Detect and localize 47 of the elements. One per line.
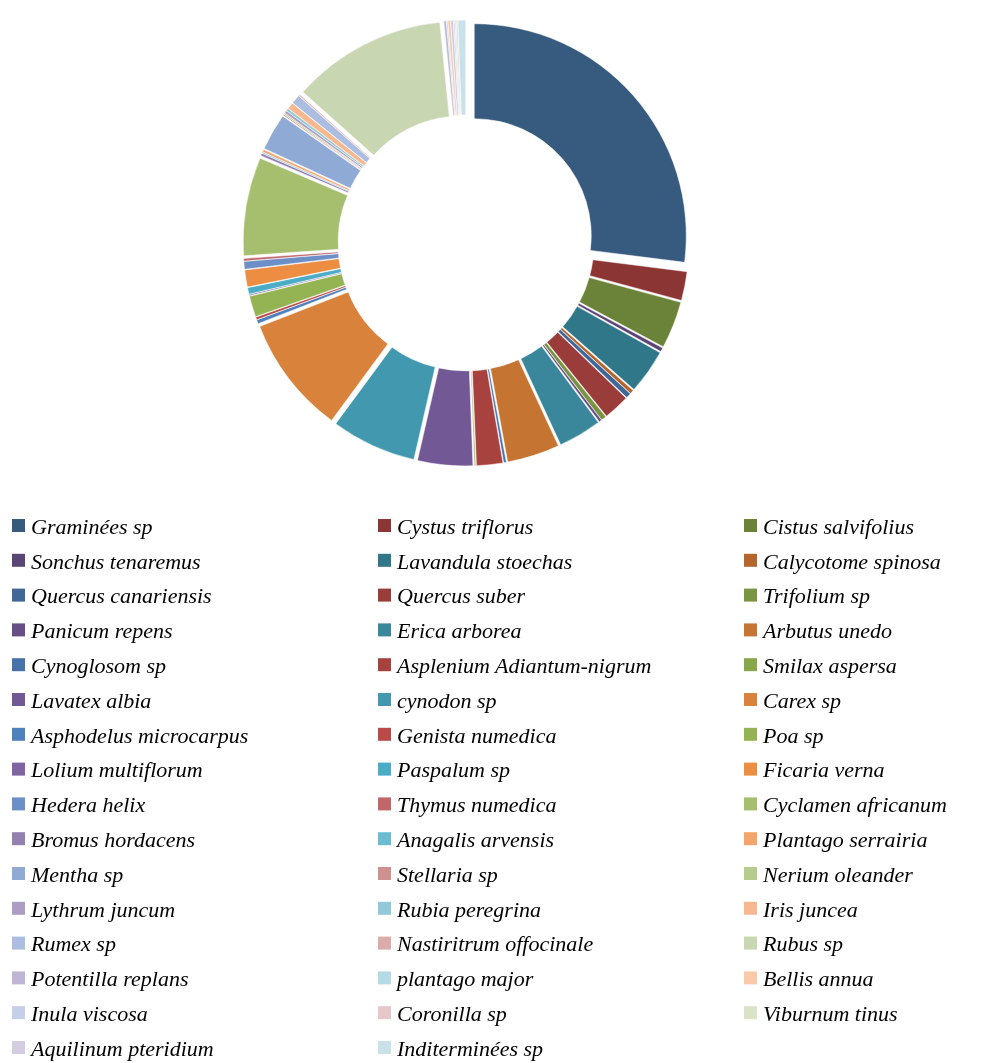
legend-label: Plantago serrairia: [762, 826, 928, 852]
legend-label: Erica arborea: [396, 618, 522, 644]
legend-label: Hedera helix: [30, 792, 146, 818]
legend-label: Rubus sp: [762, 931, 844, 957]
legend-label: Trifolium sp: [763, 583, 870, 609]
legend-label: Aquilinum pteridium: [29, 1035, 214, 1061]
legend-label: Anagalis arvensis: [395, 826, 555, 852]
legend-label: Lolium multiflorum: [30, 757, 203, 783]
legend-label: Rubia peregrina: [396, 896, 541, 922]
legend-label: Graminées sp: [31, 513, 153, 539]
legend-label: Lavandula stoechas: [396, 548, 573, 574]
legend-label: Cystus triflorus: [397, 513, 534, 539]
legend-label: Asplenium Adiantum-nigrum: [395, 652, 652, 678]
legend-label: Arbutus unedo: [761, 618, 892, 644]
legend-label: Panicum repens: [30, 618, 173, 644]
legend-label: Thymus numedica: [397, 792, 557, 818]
legend-label: Bromus hordacens: [31, 826, 195, 852]
legend-label: Cyclamen africanum: [763, 792, 947, 818]
legend-label: Asphodelus microcarpus: [29, 722, 249, 748]
legend-label: Lavatex albia: [30, 687, 152, 713]
legend-label: Genista numedica: [397, 722, 557, 748]
legend-label: Bellis annua: [763, 966, 874, 992]
legend-label: Ficaria verna: [762, 757, 885, 783]
legend-label: Inula viscosa: [30, 1000, 148, 1026]
legend-label: Potentilla replans: [30, 966, 189, 992]
legend-label: Mentha sp: [30, 861, 124, 887]
legend-label: Nastiritrum offocinale: [396, 931, 594, 957]
legend-label: Smilax aspersa: [763, 652, 897, 678]
legend-label: Quercus suber: [397, 583, 526, 609]
legend-label: Cynoglosom sp: [31, 652, 167, 678]
legend-label: Stellaria sp: [397, 861, 498, 887]
legend-label: Iris juncea: [762, 896, 858, 922]
legend-label: Viburnum tinus: [763, 1000, 898, 1026]
legend-label: Nerium oleander: [762, 861, 914, 887]
legend-label: Paspalum sp: [396, 757, 511, 783]
legend-label: Lythrum juncum: [30, 896, 176, 922]
legend-label: Poa sp: [762, 722, 824, 748]
legend-label: Sonchus tenaremus: [31, 548, 201, 574]
legend-label: cynodon sp: [397, 687, 497, 713]
legend-label: Calycotome spinosa: [763, 548, 941, 574]
legend-label: Cistus salvifolius: [763, 513, 914, 539]
legend-label: Rumex sp: [30, 931, 116, 957]
legend-label: plantago major: [395, 966, 534, 992]
legend-label: Inditerminées sp: [396, 1035, 544, 1061]
legend-label: Coronilla sp: [397, 1000, 507, 1026]
legend-label: Carex sp: [763, 687, 842, 713]
legend-label: Quercus canariensis: [31, 583, 212, 609]
